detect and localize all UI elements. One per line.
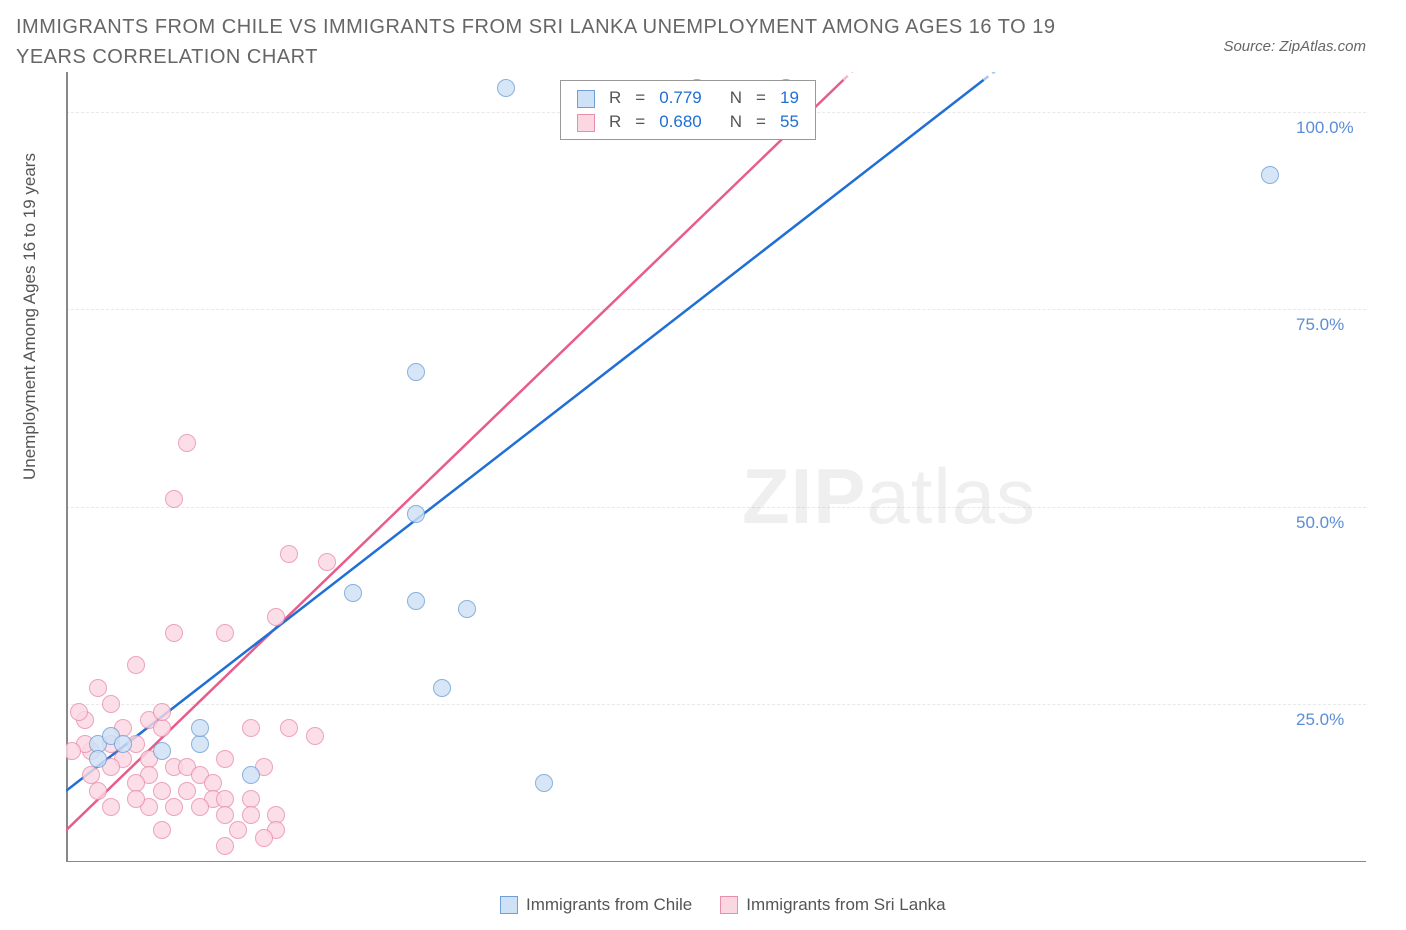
scatter-point [433, 679, 451, 697]
chart-title: IMMIGRANTS FROM CHILE VS IMMIGRANTS FROM… [16, 12, 1116, 72]
scatter-point [497, 79, 515, 97]
scatter-point [191, 719, 209, 737]
watermark: ZIPatlas [742, 451, 1036, 542]
scatter-point [407, 592, 425, 610]
stat-r-value: 0.680 [653, 111, 708, 133]
scatter-point [82, 766, 100, 784]
scatter-point [127, 656, 145, 674]
scatter-point [191, 735, 209, 753]
scatter-point [280, 545, 298, 563]
scatter-point [153, 782, 171, 800]
scatter-point [306, 727, 324, 745]
scatter-point [407, 505, 425, 523]
stat-n-value: 55 [774, 111, 805, 133]
legend-label: Immigrants from Sri Lanka [746, 895, 945, 915]
scatter-point [242, 766, 260, 784]
scatter-point [165, 624, 183, 642]
scatter-point [267, 608, 285, 626]
scatter-point [89, 679, 107, 697]
legend-item: Immigrants from Sri Lanka [720, 895, 945, 915]
stat-n-label: N [724, 111, 748, 133]
scatter-point [216, 837, 234, 855]
legend-label: Immigrants from Chile [526, 895, 692, 915]
scatter-point [407, 363, 425, 381]
watermark-bold: ZIP [742, 452, 866, 540]
scatter-point [216, 806, 234, 824]
scatter-point [216, 624, 234, 642]
scatter-point [1261, 166, 1279, 184]
scatter-point [178, 434, 196, 452]
series-legend: Immigrants from Chile Immigrants from Sri… [500, 895, 974, 919]
source-label: Source: ZipAtlas.com [1223, 38, 1366, 55]
scatter-point [191, 798, 209, 816]
scatter-point [458, 600, 476, 618]
legend-item: Immigrants from Chile [500, 895, 692, 915]
y-axis-label: Unemployment Among Ages 16 to 19 years [20, 153, 40, 480]
scatter-point [318, 553, 336, 571]
scatter-point [165, 490, 183, 508]
scatter-point [216, 750, 234, 768]
scatter-point [102, 695, 120, 713]
stat-n-value: 19 [774, 87, 805, 109]
legend-swatch [577, 114, 595, 132]
scatter-point [255, 829, 273, 847]
plot-area: 25.0%50.0%75.0%100.0%0.0%10.0% [66, 72, 1366, 862]
scatter-point [165, 798, 183, 816]
stat-r-label: R [603, 111, 627, 133]
scatter-point [280, 719, 298, 737]
stats-legend: R=0.779N=19R=0.680N=55 [560, 80, 816, 140]
scatter-point [535, 774, 553, 792]
scatter-point [89, 782, 107, 800]
scatter-point [153, 821, 171, 839]
trend-line [984, 72, 1366, 80]
legend-swatch [720, 896, 738, 914]
scatter-point [102, 798, 120, 816]
stat-r-label: R [603, 87, 627, 109]
scatter-point [70, 703, 88, 721]
trend-layer [66, 72, 1366, 862]
scatter-point [344, 584, 362, 602]
scatter-point [127, 790, 145, 808]
trend-line [66, 80, 843, 831]
stat-n-label: N [724, 87, 748, 109]
legend-swatch [577, 90, 595, 108]
scatter-point [242, 719, 260, 737]
stat-r-value: 0.779 [653, 87, 708, 109]
trend-line [66, 80, 984, 791]
scatter-point [229, 821, 247, 839]
scatter-point [114, 735, 132, 753]
scatter-point [153, 719, 171, 737]
scatter-point [178, 782, 196, 800]
watermark-light: atlas [866, 452, 1036, 540]
scatter-point [89, 750, 107, 768]
legend-swatch [500, 896, 518, 914]
trend-line [843, 72, 1366, 80]
scatter-point [242, 806, 260, 824]
scatter-point [153, 703, 171, 721]
scatter-point [153, 742, 171, 760]
